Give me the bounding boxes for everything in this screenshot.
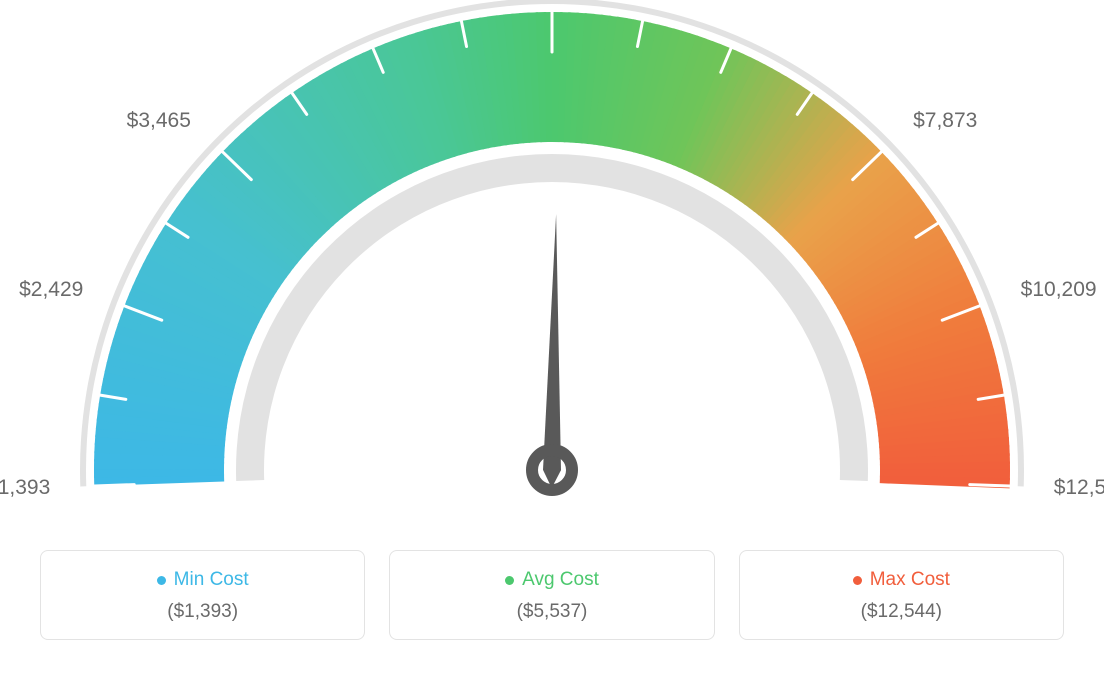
max-cost-value: ($12,544) xyxy=(750,601,1053,623)
min-cost-card: Min Cost ($1,393) xyxy=(40,550,365,640)
avg-cost-card: Avg Cost ($5,537) xyxy=(389,550,714,640)
min-cost-title: Min Cost xyxy=(174,569,249,591)
max-dot-icon xyxy=(853,576,862,585)
avg-dot-icon xyxy=(505,576,514,585)
summary-cards: Min Cost ($1,393) Avg Cost ($5,537) Max … xyxy=(0,550,1104,640)
min-cost-title-row: Min Cost xyxy=(157,569,249,591)
max-cost-title-row: Max Cost xyxy=(853,569,950,591)
gauge-tick-label: $12,544 xyxy=(1054,476,1104,500)
max-cost-title: Max Cost xyxy=(870,569,950,591)
avg-cost-value: ($5,537) xyxy=(400,601,703,623)
gauge-tick-label: $10,209 xyxy=(1021,278,1097,302)
min-dot-icon xyxy=(157,576,166,585)
avg-cost-title: Avg Cost xyxy=(522,569,599,591)
avg-cost-title-row: Avg Cost xyxy=(505,569,599,591)
gauge-tick-label: $7,873 xyxy=(913,109,977,133)
gauge-tick-label: $2,429 xyxy=(19,278,83,302)
max-cost-card: Max Cost ($12,544) xyxy=(739,550,1064,640)
gauge-svg xyxy=(0,0,1104,560)
cost-gauge: $1,393$2,429$3,465$5,537$7,873$10,209$12… xyxy=(0,0,1104,560)
gauge-tick-label: $1,393 xyxy=(0,476,50,500)
gauge-tick-label: $3,465 xyxy=(127,109,191,133)
min-cost-value: ($1,393) xyxy=(51,601,354,623)
